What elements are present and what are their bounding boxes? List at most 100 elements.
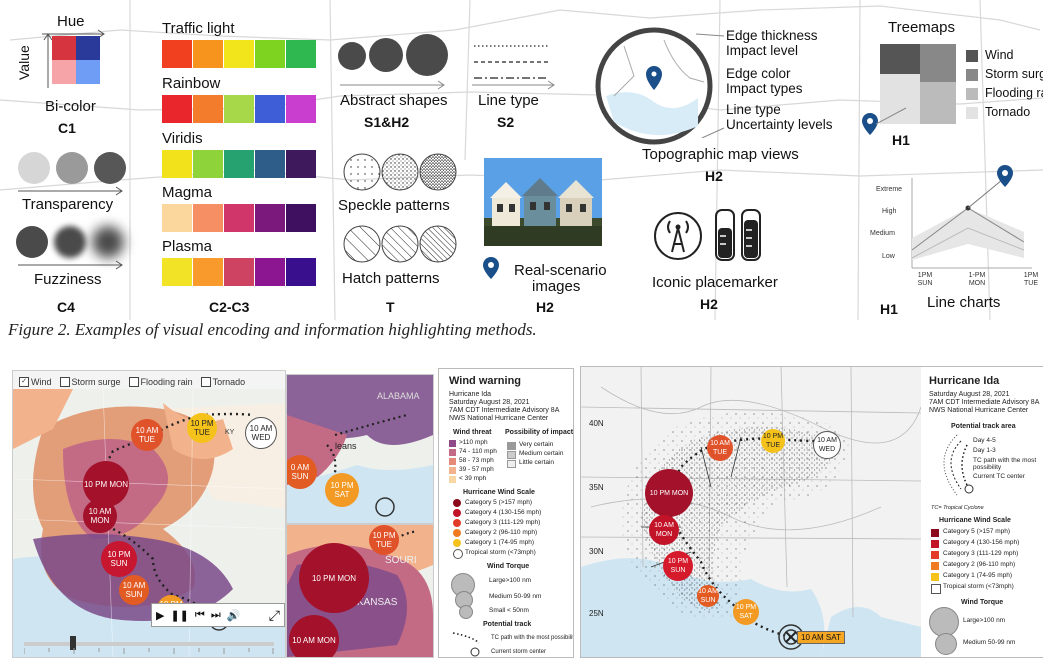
tc-point[interactable]: 10 AM MON	[649, 515, 679, 545]
scale-swatch	[453, 499, 461, 507]
hatch-label: Hatch patterns	[342, 270, 440, 287]
timeline-ticks	[24, 648, 274, 654]
right-scale-swatch	[931, 584, 941, 594]
tc-point: 10 PM SAT	[325, 473, 359, 507]
right-legend-title: Hurricane Ida	[929, 375, 1000, 387]
right-legend-advisory: 7AM CDT Intermediate Advisory 8A	[929, 399, 1040, 406]
play-icon[interactable]: ▶	[156, 609, 165, 622]
line-chart-x-tick: 1PM SUN	[917, 272, 933, 287]
tc-point[interactable]: 10 AM MON	[83, 499, 117, 533]
skip-forward-icon[interactable]: ⏭	[210, 608, 221, 621]
layer-checkbox[interactable]: Tornado	[200, 375, 245, 389]
h2-real-code: H2	[536, 299, 554, 315]
impact-swatch	[507, 460, 516, 468]
tc-point[interactable]: 10 PM TUE	[761, 429, 785, 453]
topographic-legend-item: Line type	[726, 102, 781, 117]
transparency-circle-1	[18, 152, 50, 184]
tc-point[interactable]: 10 AM WED	[245, 417, 277, 449]
palette-swatch	[224, 204, 254, 232]
scale-swatch	[453, 519, 461, 527]
location-pin-icon	[483, 257, 499, 279]
tc-point[interactable]: 10 AM WED	[813, 431, 841, 459]
checkbox-box[interactable]	[59, 377, 70, 387]
s2-code: S2	[497, 114, 515, 130]
palette-label: Viridis	[162, 130, 203, 147]
right-torque-label: Medium 50-99 nm	[963, 639, 1016, 646]
right-scale-swatch	[931, 529, 939, 537]
abstract-shape-large	[406, 34, 448, 76]
right-scale-title: Hurricane Wind Scale	[939, 517, 1011, 524]
wind-threat-swatch	[449, 476, 456, 483]
layer-checkbox[interactable]: Flooding rain	[128, 375, 193, 389]
wind-threat-label: 58 - 73 mph	[459, 457, 494, 464]
left-map-ky-label: KY	[225, 429, 235, 436]
impact-swatch	[507, 442, 516, 450]
timeline-slider-handle[interactable]	[70, 636, 76, 650]
real-scenario-photo	[484, 158, 602, 246]
transparency-circle-2	[56, 152, 88, 184]
real-scenario-label-1: Real-scenario	[514, 262, 607, 279]
scale-title: Hurricane Wind Scale	[463, 489, 535, 496]
checkbox-box[interactable]: ✓	[19, 377, 29, 387]
checkbox-box[interactable]	[200, 377, 211, 387]
tc-point[interactable]: 10 AM SUN	[697, 585, 719, 607]
tc-point[interactable]: 10 PM MON	[645, 469, 693, 517]
scale-label: Category 1 (74-95 mph)	[465, 539, 535, 546]
left-screenshot-panel: ✓ Wind Storm surge Flooding rain Tornado KY …	[12, 370, 286, 658]
timeline-slider-track[interactable]	[24, 642, 274, 646]
right-legend-panel: Hurricane Ida Saturday August 28, 2021 7AM…	[923, 367, 1043, 657]
middle-bottom-screenshot: SOURI ARKANSAS 10 PM TUE 10 PM MON 10 AM…	[286, 524, 434, 658]
value-axis-arrow	[43, 33, 53, 88]
tc-point[interactable]: 10 AM SUN	[119, 575, 149, 605]
hue-axis-arrow	[42, 29, 105, 39]
pause-icon[interactable]: ❚❚	[170, 609, 189, 622]
palette-swatch	[224, 258, 254, 286]
right-torque-label: Large>100 nm	[963, 617, 1006, 624]
skip-back-icon[interactable]: ⏮	[194, 608, 205, 621]
tc-point[interactable]: 10 PM SAT	[733, 599, 759, 625]
treemap-pointer-line	[875, 107, 907, 125]
scale-label: Category 5 (>157 mph)	[465, 499, 533, 506]
advisory-date: Saturday August 28, 2021	[449, 399, 530, 406]
layer-checkbox[interactable]: ✓ Wind	[19, 375, 52, 389]
scale-swatch	[453, 529, 461, 537]
palette-swatch	[193, 204, 223, 232]
right-scale-swatch	[931, 540, 939, 548]
tc-point[interactable]: 10 PM SUN	[663, 551, 693, 581]
wind-threat-label: 39 - 57 mph	[459, 466, 494, 473]
tc-point[interactable]: 10 PM TUE	[187, 413, 217, 443]
layer-checkbox[interactable]: Storm surge	[59, 375, 121, 389]
right-scale-label: Category 5 (>157 mph)	[943, 528, 1011, 535]
tc-point[interactable]: 10 AM TUE	[131, 419, 163, 451]
c4-code: C4	[57, 299, 75, 315]
palette-swatch	[255, 258, 285, 286]
track-title: Potential track	[483, 621, 532, 628]
palette-swatch	[224, 95, 254, 123]
h1-line-code: H1	[880, 301, 898, 317]
tc-point[interactable]: 10 PM SUN	[101, 541, 137, 577]
palette-swatch	[162, 258, 192, 286]
palette-swatch	[193, 258, 223, 286]
c1-code: C1	[58, 120, 76, 136]
treemap-chart	[880, 44, 956, 124]
palette-label: Magma	[162, 184, 213, 201]
bicolor-label: Bi-color	[45, 98, 96, 115]
fuzziness-label: Fuzziness	[34, 271, 102, 288]
right-screenshot-panel: 40N 35N 30N 25N 10 PM TUE 10 AM WED 10 AM TUE…	[580, 366, 1043, 658]
right-scale-label: Category 3 (111-129 mph)	[943, 550, 1019, 557]
tc-point: 10 PM TUE	[369, 525, 399, 555]
torque-circle	[459, 605, 473, 619]
expand-icon[interactable]: ⤢	[268, 606, 280, 623]
palette-label: Rainbow	[162, 75, 221, 92]
right-legend-date: Saturday August 28, 2021	[929, 391, 1010, 398]
tc-point[interactable]: 10 AM TUE	[707, 435, 733, 461]
checkbox-box[interactable]	[128, 377, 139, 387]
line-chart-y-tick: Low	[882, 253, 895, 260]
hue-label: Hue	[57, 13, 85, 30]
palette-swatch	[286, 150, 316, 178]
line-chart	[911, 178, 1032, 269]
palette-swatch	[162, 150, 192, 178]
torque-label: Large>100 nm	[489, 577, 532, 584]
abstract-shapes-label: Abstract shapes	[340, 92, 448, 109]
volume-icon[interactable]: 🔊	[226, 609, 241, 622]
